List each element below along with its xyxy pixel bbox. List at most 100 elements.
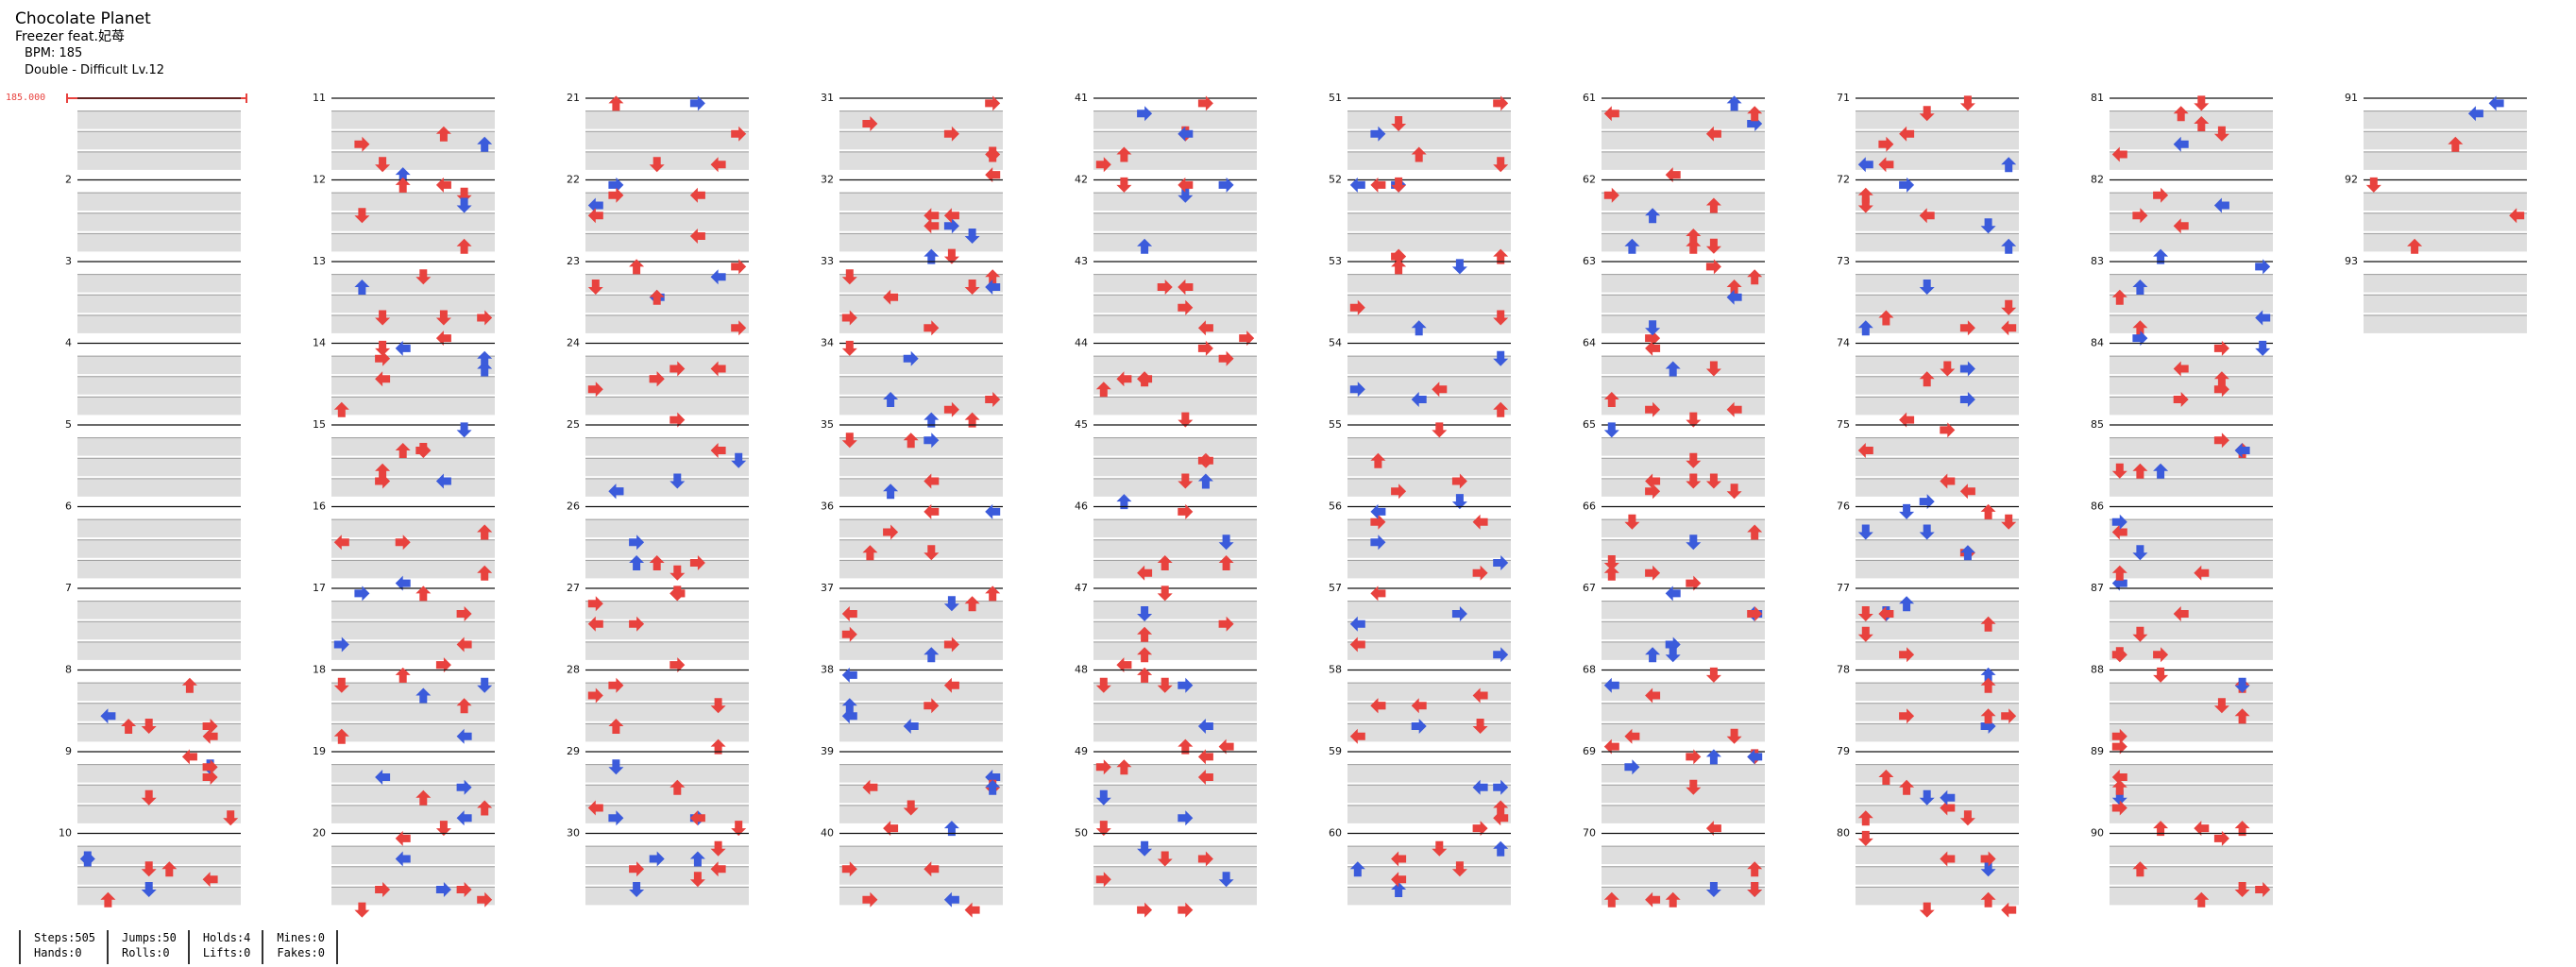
- beat-band: [1856, 601, 2019, 619]
- step-arrow: [1411, 698, 1427, 714]
- step-arrow: [669, 412, 686, 428]
- step-arrow: [333, 401, 349, 417]
- step-arrow: [1899, 126, 1915, 142]
- step-arrow: [2111, 738, 2127, 755]
- beat-band: [77, 601, 241, 619]
- measure-number: 22: [567, 174, 580, 186]
- measure: 6: [65, 500, 241, 579]
- stat-rolls: Rolls:0: [122, 946, 170, 959]
- step-arrow: [1157, 677, 1173, 693]
- step-arrow: [2132, 280, 2148, 295]
- beat-band: [1602, 274, 1765, 293]
- beat-band: [1602, 193, 1765, 212]
- measure-number: 50: [1075, 827, 1088, 840]
- step-arrow: [841, 433, 857, 449]
- step-arrow: [587, 616, 603, 632]
- step-arrow: [731, 320, 747, 336]
- measure: 53: [1329, 255, 1511, 333]
- beat-band: [839, 641, 1003, 660]
- measure-number: 88: [2091, 664, 2104, 676]
- step-arrow: [985, 585, 1001, 602]
- beat-band: [1347, 703, 1511, 721]
- beat-band: [77, 539, 241, 558]
- step-arrow: [477, 565, 493, 581]
- step-arrow: [1493, 647, 1509, 663]
- step-arrow: [1980, 667, 1996, 683]
- step-arrow: [161, 861, 178, 877]
- measure: 90: [2091, 827, 2273, 906]
- step-arrow: [1370, 514, 1386, 530]
- step-arrow: [943, 208, 959, 224]
- step-arrow: [1705, 882, 1721, 897]
- step-chart: 2345678910111213141516171819202122232425…: [59, 92, 2527, 918]
- step-arrow: [1624, 514, 1640, 530]
- step-arrow: [1959, 392, 1975, 407]
- step-arrow: [1940, 361, 1956, 377]
- measure: 79: [1837, 745, 2019, 823]
- measure: 25: [567, 418, 749, 497]
- step-arrow: [395, 340, 411, 356]
- step-arrow: [1686, 473, 1702, 489]
- beat-band: [77, 397, 241, 416]
- step-arrow: [862, 116, 878, 131]
- beat-band: [77, 846, 241, 865]
- beat-band: [585, 437, 749, 456]
- step-arrow: [1705, 238, 1721, 254]
- beat-band: [585, 887, 749, 906]
- step-arrow: [1451, 473, 1467, 489]
- step-arrow: [141, 861, 157, 877]
- step-arrow: [2132, 320, 2148, 336]
- beat-band: [1093, 397, 1257, 416]
- step-arrow: [415, 585, 432, 602]
- beat-band: [839, 560, 1003, 579]
- step-arrow: [2111, 565, 2127, 581]
- measure-number: 23: [567, 255, 580, 267]
- step-arrow: [2111, 779, 2127, 795]
- step-arrow: [1218, 555, 1234, 570]
- step-arrow: [1747, 882, 1763, 897]
- step-arrow: [1857, 157, 1873, 173]
- step-arrow: [2132, 861, 2148, 877]
- beat-band: [839, 376, 1003, 395]
- step-arrow: [1665, 361, 1681, 377]
- measure: 50: [1075, 827, 1257, 906]
- beat-band: [839, 295, 1003, 314]
- step-arrow: [1137, 667, 1153, 683]
- beat-band: [2364, 131, 2527, 150]
- beat-band: [2110, 519, 2273, 538]
- beat-band: [1602, 110, 1765, 129]
- beat-band: [1602, 764, 1765, 783]
- measure-number: 91: [2345, 92, 2358, 104]
- step-arrow: [689, 851, 705, 867]
- step-arrow: [2234, 677, 2250, 693]
- beat-band: [585, 846, 749, 865]
- step-arrow: [1178, 677, 1194, 693]
- step-arrow: [985, 280, 1001, 295]
- beat-band: [1856, 356, 2019, 375]
- step-arrow: [1432, 840, 1448, 857]
- step-arrow: [2153, 647, 2169, 663]
- step-arrow: [669, 565, 686, 581]
- step-arrow: [608, 677, 624, 693]
- measure-number: 67: [1583, 582, 1596, 594]
- measure: 46: [1075, 500, 1257, 579]
- step-arrow: [354, 585, 370, 602]
- step-arrow: [435, 657, 451, 673]
- measure: 59: [1329, 745, 1511, 823]
- step-arrow: [649, 371, 665, 387]
- step-arrow: [1686, 779, 1702, 795]
- step-arrow: [477, 524, 493, 540]
- step-arrow: [2173, 136, 2189, 152]
- measure: 14: [313, 337, 495, 416]
- step-arrow: [1645, 891, 1661, 908]
- beat-band: [77, 560, 241, 579]
- measure: 89: [2091, 745, 2273, 823]
- beat-band: [585, 560, 749, 579]
- beat-band: [2110, 805, 2273, 823]
- beat-band: [1602, 356, 1765, 375]
- beat-band: [1093, 805, 1257, 823]
- beat-band: [2110, 233, 2273, 252]
- step-arrow: [1686, 452, 1702, 468]
- step-arrow: [649, 157, 665, 173]
- step-arrow: [1603, 392, 1619, 407]
